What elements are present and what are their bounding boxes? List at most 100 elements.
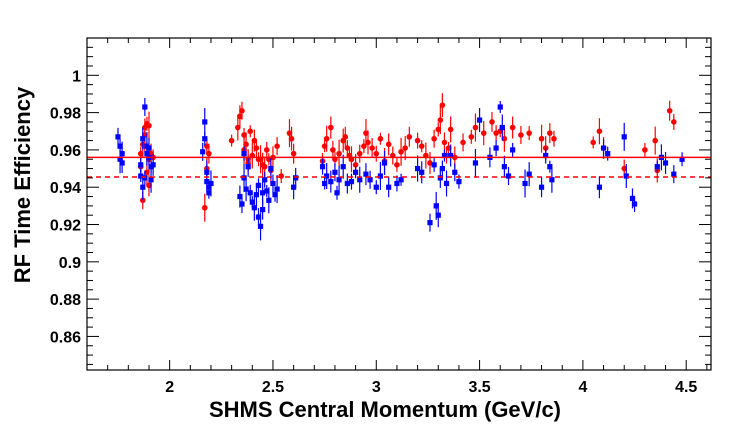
blue-data-point xyxy=(206,186,212,199)
red-data-point xyxy=(342,126,349,147)
blue-data-point xyxy=(472,148,479,177)
blue-data-point xyxy=(505,167,512,186)
red-data-point xyxy=(286,119,293,148)
circle-marker xyxy=(501,135,508,142)
blue-data-point xyxy=(260,199,266,220)
square-marker xyxy=(505,173,512,179)
red-data-point xyxy=(418,140,425,153)
red-data-point xyxy=(489,111,495,132)
circle-marker xyxy=(278,173,285,179)
square-marker xyxy=(427,220,433,226)
blue-data-point xyxy=(493,140,499,157)
red-data-point xyxy=(253,139,260,158)
plot-frame xyxy=(86,37,712,371)
circle-marker xyxy=(666,107,673,114)
square-marker xyxy=(662,160,669,166)
square-marker xyxy=(357,177,363,183)
square-marker xyxy=(260,190,266,196)
blue-data-point xyxy=(264,184,270,197)
circle-marker xyxy=(439,102,446,108)
y-tick-label: 1 xyxy=(72,68,81,85)
red-data-point xyxy=(402,136,408,161)
blue-data-point xyxy=(377,162,384,191)
square-marker xyxy=(322,180,328,187)
red-data-point xyxy=(394,157,400,172)
blue-data-point xyxy=(247,184,253,201)
red-data-point xyxy=(652,126,659,155)
circle-marker xyxy=(671,119,677,125)
red-data-point xyxy=(201,193,208,222)
circle-marker xyxy=(253,145,260,151)
square-marker xyxy=(146,145,152,151)
square-marker xyxy=(202,119,208,125)
blue-data-point xyxy=(348,173,355,190)
square-marker xyxy=(344,180,350,187)
circle-marker xyxy=(642,147,648,153)
circle-marker xyxy=(243,141,249,148)
blue-data-point xyxy=(414,155,421,182)
square-marker xyxy=(497,104,503,110)
square-marker xyxy=(381,160,388,166)
square-marker xyxy=(386,184,392,190)
red-data-point xyxy=(596,118,603,145)
blue-data-point xyxy=(243,177,249,202)
circle-marker xyxy=(274,143,280,149)
square-marker xyxy=(398,177,404,183)
square-marker xyxy=(253,192,260,198)
blue-data-point xyxy=(605,146,611,161)
blue-data-point xyxy=(419,161,425,184)
circle-marker xyxy=(596,128,603,135)
blue-data-point xyxy=(334,185,340,200)
square-marker xyxy=(324,173,330,179)
blue-data-point xyxy=(255,208,262,227)
circle-marker xyxy=(328,124,334,131)
blue-data-point xyxy=(270,174,276,193)
blue-data-point xyxy=(332,163,338,182)
red-data-point xyxy=(373,145,380,162)
blue-data-point xyxy=(319,158,326,175)
blue-data-point xyxy=(241,146,247,161)
circle-marker xyxy=(369,145,375,151)
blue-data-point xyxy=(367,170,373,189)
square-marker xyxy=(679,156,685,162)
red-data-point xyxy=(509,116,516,139)
square-marker xyxy=(262,177,268,183)
x-tick-label: 4 xyxy=(578,379,587,396)
blue-data-point xyxy=(538,177,545,198)
blue-data-point xyxy=(476,108,483,133)
circle-marker xyxy=(480,130,487,136)
blue-data-point xyxy=(654,160,660,173)
red-data-point xyxy=(290,143,297,164)
circle-marker xyxy=(472,124,479,131)
red-data-point xyxy=(431,129,437,148)
circle-marker xyxy=(385,141,392,148)
blue-data-point xyxy=(373,180,379,195)
data-points-layer xyxy=(115,93,685,241)
square-marker xyxy=(631,201,638,207)
square-marker xyxy=(394,180,400,187)
blue-data-point xyxy=(448,144,454,167)
square-marker xyxy=(435,212,441,218)
blue-data-point xyxy=(353,166,359,179)
red-data-point xyxy=(323,125,330,152)
square-marker xyxy=(510,147,516,153)
square-marker xyxy=(237,193,243,200)
circle-marker xyxy=(518,132,524,138)
circle-marker xyxy=(286,130,293,136)
circle-marker xyxy=(414,137,421,144)
red-data-point xyxy=(369,138,375,159)
circle-marker xyxy=(431,135,437,142)
blue-data-point xyxy=(671,165,677,184)
blue-data-point xyxy=(549,166,555,193)
square-marker xyxy=(377,173,384,179)
blue-data-point xyxy=(679,152,685,167)
red-data-point xyxy=(538,124,545,153)
square-marker xyxy=(348,179,355,185)
blue-data-point xyxy=(452,163,458,182)
square-marker xyxy=(433,203,439,209)
circle-marker xyxy=(402,145,408,151)
square-marker xyxy=(247,190,253,196)
blue-data-point xyxy=(441,149,448,162)
red-data-point xyxy=(390,146,396,165)
x-tick-label: 3.5 xyxy=(468,379,490,396)
